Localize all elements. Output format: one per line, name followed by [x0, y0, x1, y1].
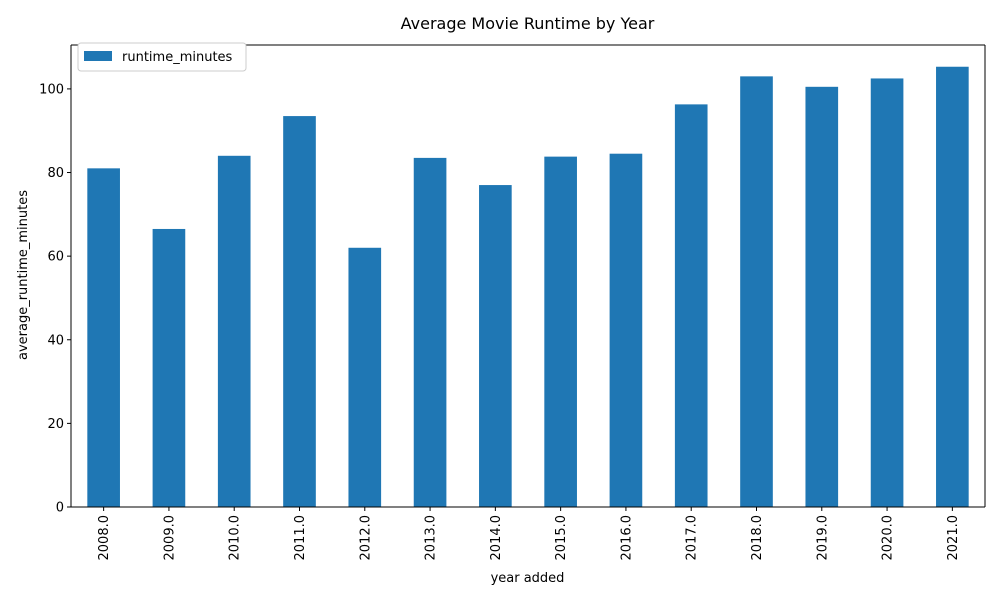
x-tick-label: 2009.0 [162, 515, 177, 561]
x-tick-label: 2012.0 [358, 515, 373, 561]
bar-2021.0 [936, 66, 969, 507]
bar-2013.0 [413, 157, 447, 507]
x-tick-label: 2010.0 [228, 515, 243, 561]
y-tick-label: 80 [47, 166, 64, 181]
legend: runtime_minutes [77, 42, 247, 72]
x-tick-label: 2016.0 [619, 515, 634, 561]
y-tick-label: 60 [47, 250, 64, 265]
x-tick-label: 2020.0 [881, 515, 896, 561]
y-tick-label: 40 [47, 333, 64, 348]
bar-2009.0 [152, 228, 186, 507]
y-axis-label: average_runtime_minutes [16, 190, 31, 360]
x-axis-label: year added [491, 571, 565, 586]
y-tick-label: 100 [39, 82, 64, 97]
bar-2014.0 [479, 185, 512, 507]
x-tick-label: 2013.0 [424, 515, 439, 561]
y-tick-label: 20 [47, 417, 64, 432]
bar-2011.0 [283, 116, 316, 508]
y-tick-label: 0 [56, 501, 64, 516]
ticks-layer: 0 20 40 60 80 100 2008.0 2009.0 2010.0 2011.0 2012… [39, 82, 961, 560]
x-tick-label: 2019.0 [815, 515, 830, 561]
bar-2010.0 [217, 155, 251, 507]
x-tick-label: 2014.0 [489, 515, 504, 561]
x-tick-label: 2011.0 [293, 515, 308, 561]
x-tick-label: 2015.0 [554, 515, 569, 561]
bar-2008.0 [87, 168, 120, 508]
legend-label: runtime_minutes [122, 50, 233, 65]
x-tick-label: 2018.0 [750, 515, 765, 561]
bar-2018.0 [740, 76, 773, 507]
legend-swatch [84, 51, 112, 61]
bar-2012.0 [348, 247, 382, 508]
bar-2020.0 [870, 78, 904, 507]
bar-2016.0 [609, 153, 643, 508]
chart-title: Average Movie Runtime by Year [401, 14, 655, 33]
bar-2017.0 [674, 104, 708, 508]
x-tick-label: 2008.0 [97, 515, 112, 561]
x-tick-label: 2017.0 [685, 515, 700, 561]
legend-frame [77, 42, 247, 72]
bar-2015.0 [544, 156, 577, 508]
x-tick-label: 2021.0 [946, 515, 961, 561]
bars-layer [87, 66, 969, 508]
bar-2019.0 [805, 86, 839, 508]
